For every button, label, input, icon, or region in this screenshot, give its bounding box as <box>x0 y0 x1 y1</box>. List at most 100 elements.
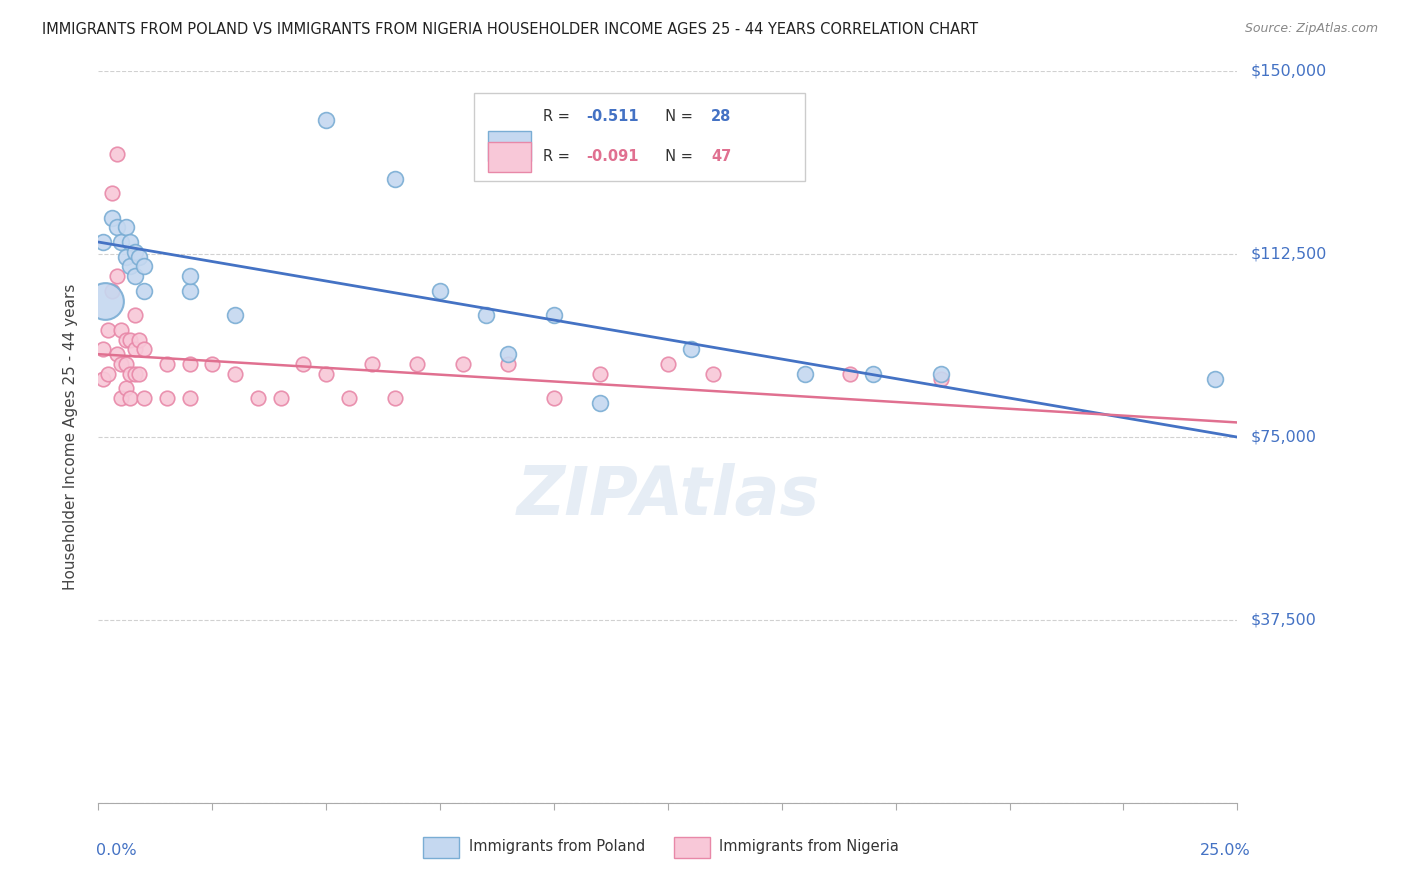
Point <box>105 147 128 161</box>
Point <box>315 367 337 381</box>
Point <box>224 367 246 381</box>
Point <box>91 371 114 385</box>
Point <box>101 211 124 225</box>
Point <box>270 391 292 405</box>
Point <box>1204 371 1226 385</box>
Point <box>179 357 201 371</box>
Point <box>120 367 142 381</box>
Text: Immigrants from Nigeria: Immigrants from Nigeria <box>718 839 898 855</box>
Point <box>110 323 132 337</box>
Point <box>132 391 155 405</box>
Point <box>91 343 114 357</box>
Point <box>246 391 269 405</box>
Point <box>543 308 565 322</box>
Point <box>128 250 150 264</box>
Point <box>702 367 724 381</box>
Point <box>101 284 124 298</box>
Point <box>543 391 565 405</box>
Point <box>114 220 136 235</box>
Point <box>474 308 496 322</box>
Point <box>91 235 114 249</box>
Point <box>120 333 142 347</box>
Text: Immigrants from Poland: Immigrants from Poland <box>468 839 645 855</box>
Point <box>94 293 117 308</box>
Point <box>110 235 132 249</box>
Text: $150,000: $150,000 <box>1251 64 1327 78</box>
Point <box>96 367 118 381</box>
Text: ZIPAtlas: ZIPAtlas <box>516 463 820 529</box>
Point <box>105 220 128 235</box>
Point <box>110 391 132 405</box>
Point <box>406 357 429 371</box>
Point <box>96 323 118 337</box>
Point <box>120 260 142 274</box>
Point <box>793 367 815 381</box>
Point <box>179 284 201 298</box>
Point <box>124 269 146 284</box>
Bar <box>474 94 804 181</box>
Text: 25.0%: 25.0% <box>1201 843 1251 858</box>
Text: -0.091: -0.091 <box>586 150 638 164</box>
Bar <box>423 838 460 858</box>
Point <box>588 367 610 381</box>
Point <box>124 367 146 381</box>
Text: R =: R = <box>543 109 574 124</box>
Text: 28: 28 <box>711 109 731 124</box>
Point <box>839 367 862 381</box>
Y-axis label: Householder Income Ages 25 - 44 years: Householder Income Ages 25 - 44 years <box>63 284 77 591</box>
Point <box>156 357 179 371</box>
Point <box>498 347 520 361</box>
Point <box>114 250 136 264</box>
Bar <box>488 142 531 172</box>
Point <box>360 357 382 371</box>
Point <box>110 357 132 371</box>
Text: N =: N = <box>657 150 697 164</box>
Text: $37,500: $37,500 <box>1251 613 1317 627</box>
Point <box>128 367 150 381</box>
Point <box>105 269 128 284</box>
Point <box>156 391 179 405</box>
Text: 47: 47 <box>711 150 731 164</box>
Text: 0.0%: 0.0% <box>96 843 136 858</box>
Point <box>128 333 150 347</box>
Point <box>120 391 142 405</box>
Text: $112,500: $112,500 <box>1251 247 1327 261</box>
Point <box>451 357 474 371</box>
Point <box>679 343 702 357</box>
Point <box>384 391 406 405</box>
Point <box>337 391 360 405</box>
Point <box>101 186 124 201</box>
Point <box>224 308 246 322</box>
Bar <box>673 838 710 858</box>
Point <box>179 391 201 405</box>
Point <box>114 357 136 371</box>
Text: R =: R = <box>543 150 574 164</box>
Text: -0.511: -0.511 <box>586 109 638 124</box>
Point <box>429 284 451 298</box>
Point <box>384 171 406 186</box>
Point <box>105 347 128 361</box>
Point <box>132 343 155 357</box>
Text: Source: ZipAtlas.com: Source: ZipAtlas.com <box>1244 22 1378 36</box>
Point <box>315 113 337 128</box>
Point <box>929 371 952 385</box>
Bar <box>488 130 531 161</box>
Point <box>862 367 884 381</box>
Point <box>132 284 155 298</box>
Point <box>132 260 155 274</box>
Point <box>929 367 952 381</box>
Point <box>657 357 679 371</box>
Text: N =: N = <box>657 109 697 124</box>
Point <box>201 357 224 371</box>
Point <box>292 357 315 371</box>
Text: IMMIGRANTS FROM POLAND VS IMMIGRANTS FROM NIGERIA HOUSEHOLDER INCOME AGES 25 - 4: IMMIGRANTS FROM POLAND VS IMMIGRANTS FRO… <box>42 22 979 37</box>
Point <box>498 357 520 371</box>
Point <box>124 308 146 322</box>
Point <box>179 269 201 284</box>
Point <box>114 381 136 395</box>
Point <box>124 343 146 357</box>
Point <box>588 396 610 410</box>
Point <box>124 244 146 259</box>
Point <box>114 333 136 347</box>
Text: $75,000: $75,000 <box>1251 430 1317 444</box>
